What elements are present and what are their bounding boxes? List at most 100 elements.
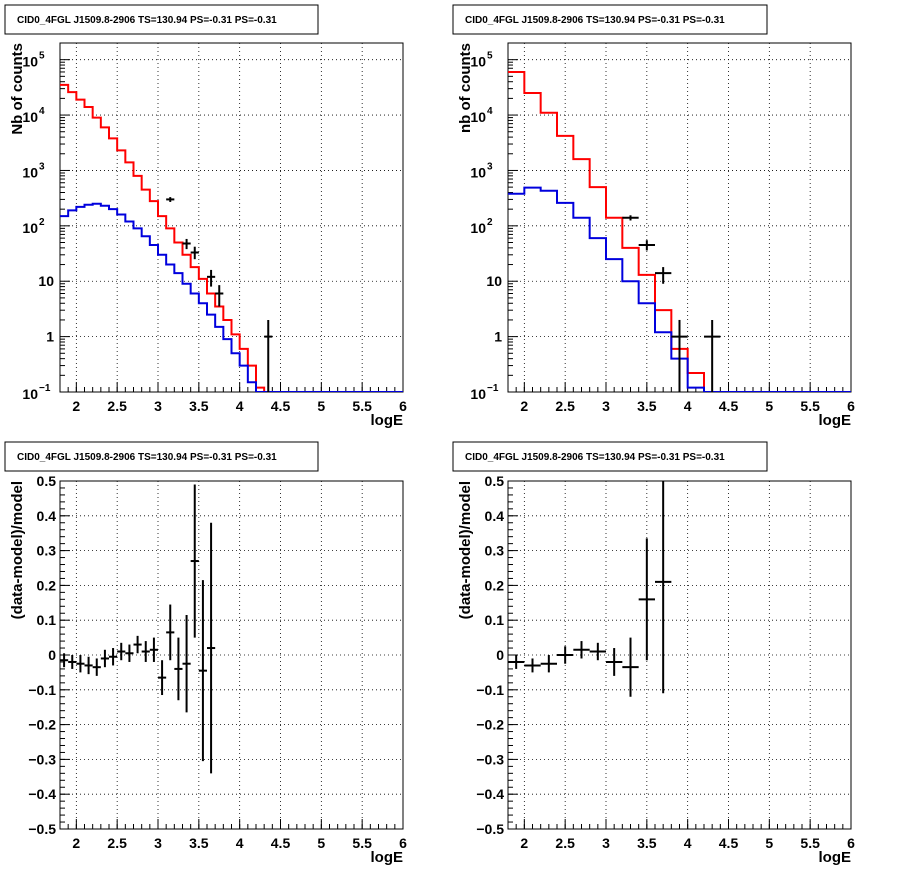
chart-title: CID0_4FGL J1509.8-2906 TS=130.94 PS=-0.3… (465, 15, 725, 26)
x-tick-label: 3.5 (637, 835, 657, 851)
x-tick-label: 6 (847, 835, 855, 851)
x-tick-label: 5.5 (352, 398, 372, 414)
panel-3: CID0_4FGL J1509.8-2906 TS=130.94 PS=-0.3… (4, 441, 407, 866)
x-tick-label: 4.5 (271, 398, 291, 414)
y-axis-label: (data-model)/model (9, 481, 26, 619)
x-tick-label: 3 (602, 398, 610, 414)
x-tick-label: 4 (236, 835, 244, 851)
y-tick-label: 0.2 (37, 577, 57, 593)
x-tick-label: 4 (684, 398, 692, 414)
x-tick-label: 5.5 (352, 835, 372, 851)
x-tick-label: 5 (765, 835, 773, 851)
title-box (452, 4, 768, 35)
x-tick-label: 5 (765, 398, 773, 414)
y-tick-label: 10 (38, 273, 54, 289)
y-tick-exponent: 2 (39, 217, 45, 228)
y-tick-label: 10 (22, 54, 38, 70)
x-tick-label: 5 (317, 398, 325, 414)
panel-1: CID0_4FGL J1509.8-2906 TS=130.94 PS=-0.3… (4, 4, 407, 429)
x-tick-label: 5.5 (800, 835, 820, 851)
x-tick-label: 2 (520, 835, 528, 851)
y-tick-label: −0.4 (28, 786, 56, 802)
y-tick-label: 10 (470, 220, 486, 236)
y-tick-exponent: 5 (487, 51, 493, 62)
x-tick-label: 5 (317, 835, 325, 851)
x-tick-label: 6 (847, 398, 855, 414)
y-tick-exponent: 5 (39, 51, 45, 62)
y-tick-label: 10 (486, 273, 502, 289)
chart-title: CID0_4FGL J1509.8-2906 TS=130.94 PS=-0.3… (465, 452, 725, 463)
x-tick-label: 2 (520, 398, 528, 414)
y-tick-label: −0.1 (28, 682, 56, 698)
y-tick-label: 10 (470, 386, 486, 402)
y-tick-label: 0.5 (37, 473, 57, 489)
x-tick-label: 2.5 (555, 398, 575, 414)
panel-2: CID0_4FGL J1509.8-2906 TS=130.94 PS=-0.3… (452, 4, 855, 429)
x-axis-label: logE (371, 412, 404, 429)
y-tick-label: 0.3 (485, 543, 505, 559)
y-tick-label: 0.1 (485, 612, 505, 628)
x-tick-label: 2 (72, 398, 80, 414)
plot-area (508, 70, 851, 392)
plot-area (60, 83, 403, 392)
y-tick-exponent: 4 (487, 106, 493, 117)
y-tick-exponent: 4 (39, 106, 45, 117)
panel-4: CID0_4FGL J1509.8-2906 TS=130.94 PS=-0.3… (452, 441, 855, 866)
plot-frame (59, 480, 404, 830)
y-tick-label: −0.2 (28, 717, 56, 733)
x-tick-label: 4 (684, 835, 692, 851)
histogram-series-red (508, 70, 851, 392)
y-tick-label: −0.1 (476, 682, 504, 698)
x-tick-label: 2 (72, 835, 80, 851)
y-tick-label: 0 (496, 647, 504, 663)
plot-area (60, 484, 216, 774)
y-tick-exponent: −1 (487, 383, 499, 394)
x-tick-label: 3 (602, 835, 610, 851)
title-box (4, 4, 319, 35)
y-tick-label: 0 (48, 647, 56, 663)
y-tick-label: −0.5 (28, 821, 56, 837)
y-tick-exponent: −1 (39, 383, 51, 394)
y-tick-label: 10 (470, 54, 486, 70)
x-tick-label: 2.5 (555, 835, 575, 851)
y-tick-label: 10 (470, 164, 486, 180)
y-tick-label: 10 (470, 109, 486, 125)
x-tick-label: 3 (154, 835, 162, 851)
x-axis-label: logE (819, 412, 852, 429)
x-tick-label: 4.5 (271, 835, 291, 851)
y-tick-exponent: 3 (487, 161, 493, 172)
y-tick-label: 1 (494, 329, 502, 345)
x-tick-label: 4.5 (719, 398, 739, 414)
x-tick-label: 3.5 (189, 398, 209, 414)
y-tick-label: 10 (22, 220, 38, 236)
x-axis-label: logE (819, 849, 852, 866)
chart-title: CID0_4FGL J1509.8-2906 TS=130.94 PS=-0.3… (17, 15, 277, 26)
y-tick-label: 10 (22, 386, 38, 402)
y-tick-label: 0.2 (485, 577, 505, 593)
x-tick-label: 2.5 (107, 835, 127, 851)
y-tick-label: 10 (22, 109, 38, 125)
y-tick-label: 0.3 (37, 543, 57, 559)
y-tick-exponent: 2 (487, 217, 493, 228)
x-axis-label: logE (371, 849, 404, 866)
y-tick-label: 0.1 (37, 612, 57, 628)
y-tick-label: 0.4 (37, 508, 57, 524)
x-tick-label: 6 (399, 835, 407, 851)
histogram-series-blue (60, 202, 403, 392)
y-tick-label: 0.4 (485, 508, 505, 524)
y-tick-label: −0.3 (476, 751, 504, 767)
y-tick-label: −0.2 (476, 717, 504, 733)
histogram-series-blue (508, 186, 851, 392)
y-tick-label: 1 (46, 329, 54, 345)
y-tick-label: −0.3 (28, 751, 56, 767)
plot-area (508, 481, 672, 697)
y-tick-label: 10 (22, 164, 38, 180)
chart-title: CID0_4FGL J1509.8-2906 TS=130.94 PS=-0.3… (17, 452, 277, 463)
y-tick-exponent: 3 (39, 161, 45, 172)
x-tick-label: 5.5 (800, 398, 820, 414)
x-tick-label: 4 (236, 398, 244, 414)
y-tick-label: −0.5 (476, 821, 504, 837)
y-axis-label: nb of counts (457, 43, 474, 133)
histogram-series-red (60, 83, 403, 392)
